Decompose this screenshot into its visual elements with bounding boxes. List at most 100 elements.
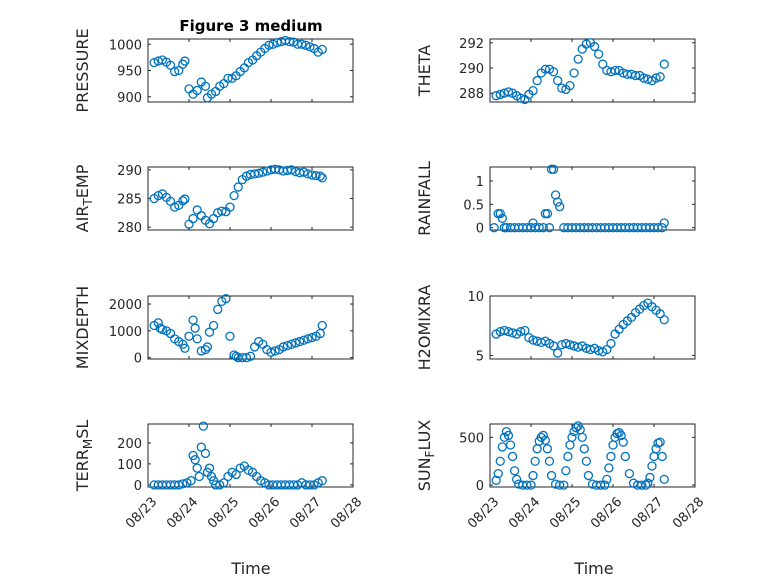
data-point (190, 455, 200, 465)
series-markers (491, 38, 669, 105)
data-point (165, 60, 176, 70)
data-point (520, 325, 530, 336)
data-point (169, 66, 180, 77)
y-axis-label-main: H2OMIXRA (415, 285, 434, 371)
data-point (528, 335, 538, 345)
x-tick-label: 08/25 (547, 495, 584, 532)
data-point (192, 463, 202, 473)
series-markers (491, 298, 669, 358)
y-tick-label: 100 (117, 458, 142, 473)
data-point (538, 223, 548, 233)
series-markers (149, 35, 327, 103)
data-point (505, 440, 516, 450)
data-point (659, 474, 669, 485)
data-point (270, 346, 280, 356)
data-point (559, 480, 569, 490)
data-point (208, 320, 219, 331)
data-point (618, 437, 628, 447)
data-point (546, 470, 557, 481)
data-point (528, 86, 538, 96)
series-markers (149, 294, 327, 363)
data-point (178, 479, 188, 489)
y-axis-label-subscript: T (81, 198, 95, 207)
data-point (489, 223, 499, 233)
data-point (282, 340, 293, 351)
data-point (157, 324, 168, 335)
data-point (553, 197, 563, 207)
data-point (290, 338, 301, 348)
y-tick-label: 950 (117, 65, 142, 80)
data-point (530, 456, 540, 466)
y-axis-label: H2OMIXRA (415, 285, 434, 371)
x-tick-label: 08/24 (164, 495, 201, 532)
figure-title: Figure 3 medium (179, 17, 322, 35)
data-point (503, 87, 514, 97)
data-point (602, 474, 612, 485)
axes-frame (147, 295, 354, 360)
data-point (495, 89, 505, 100)
data-point (491, 91, 501, 101)
data-point (567, 432, 577, 443)
data-point (540, 64, 550, 74)
series-markers (491, 421, 669, 490)
x-tick-label: 08/24 (506, 495, 543, 532)
data-point (186, 476, 196, 486)
y-axis-label-main: RAINFALL (415, 161, 434, 236)
y-tick-label: 285 (117, 193, 142, 208)
data-point (194, 471, 204, 482)
x-tick-label: 08/23 (465, 495, 502, 532)
data-point (155, 323, 165, 333)
data-point (169, 202, 180, 212)
data-point (548, 67, 559, 77)
data-point (540, 435, 550, 445)
y-tick-label: 290 (459, 62, 484, 77)
y-axis-label-main: SUN (415, 457, 434, 491)
y-axis-label-subscript: F (423, 450, 437, 457)
data-point (565, 80, 575, 91)
y-axis-label-main: PRESSURE (73, 28, 92, 112)
data-point (647, 461, 657, 471)
data-point (577, 432, 587, 443)
data-point (180, 56, 190, 66)
data-point (516, 327, 526, 337)
data-point (317, 173, 327, 183)
x-axis-label-left: Time (230, 559, 270, 578)
data-point (317, 320, 327, 331)
data-point (548, 164, 559, 174)
data-point (233, 182, 243, 192)
data-point (317, 476, 327, 486)
y-axis-label: MIXDEPTH (73, 286, 92, 369)
data-point (555, 202, 565, 212)
data-point (219, 478, 229, 488)
data-point (598, 59, 608, 69)
data-point (542, 444, 553, 454)
y-tick-label: 0 (134, 352, 142, 367)
data-point (596, 480, 606, 490)
data-point (223, 73, 233, 84)
data-point (630, 70, 641, 81)
axes-frame (489, 295, 696, 360)
data-point (225, 331, 235, 341)
data-point (217, 206, 227, 216)
data-point (305, 480, 315, 490)
data-point (600, 480, 610, 490)
subplot-rainfall: 0 0.5 1 RAINFALL (415, 161, 696, 237)
x-tick-label: 08/26 (588, 495, 625, 532)
data-point (299, 335, 309, 345)
y-tick-label: 1000 (109, 38, 142, 53)
subplot-sunflux: 0 500 08/23 08/24 08/25 08/26 08/27 08/28 SUNFLU… (415, 420, 707, 532)
data-point (522, 480, 532, 490)
y-axis-label-main: MIXDEPTH (73, 286, 92, 369)
data-point (200, 81, 211, 91)
data-point (491, 475, 501, 485)
data-point (544, 456, 555, 466)
data-point (643, 478, 653, 488)
data-point (653, 223, 663, 233)
y-tick-label: 290 (117, 164, 142, 179)
data-point (594, 49, 604, 59)
data-point (229, 190, 239, 201)
data-point (503, 430, 514, 441)
axes-frame (489, 38, 696, 103)
data-point (637, 480, 647, 490)
